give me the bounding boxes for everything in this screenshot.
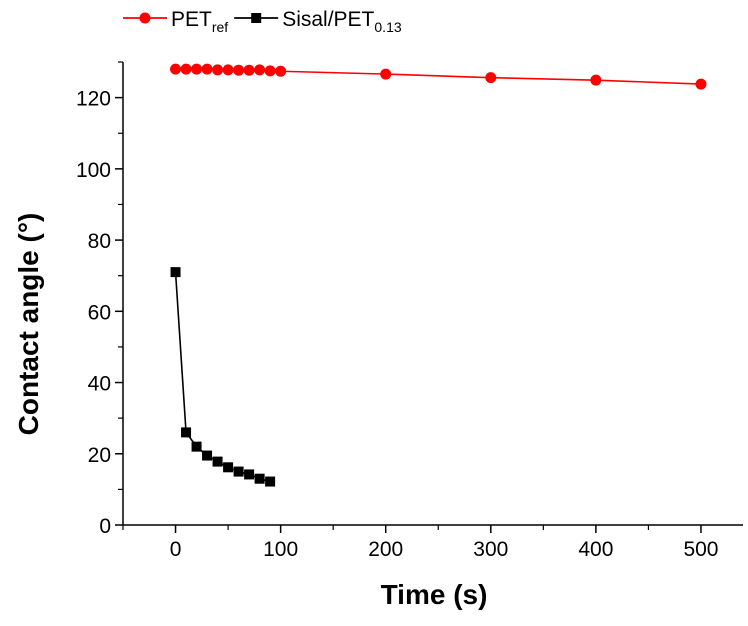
x-tick-label: 500 bbox=[683, 538, 718, 561]
x-tick-label: 0 bbox=[170, 538, 182, 561]
legend-label: PETref bbox=[171, 8, 228, 35]
series-1 bbox=[170, 63, 707, 90]
series-layer bbox=[170, 63, 707, 487]
data-point bbox=[243, 64, 255, 76]
data-point bbox=[212, 64, 224, 76]
x-tick-label: 400 bbox=[578, 538, 613, 561]
x-tick-label: 200 bbox=[368, 538, 403, 561]
data-point bbox=[223, 462, 234, 473]
y-axis-title: Contact angle (°) bbox=[13, 213, 44, 436]
data-point bbox=[275, 65, 287, 77]
y-tick-label: 20 bbox=[88, 444, 111, 467]
x-axis-title: Time (s) bbox=[381, 579, 488, 610]
legend-item-2: Sisal/PET0.13 bbox=[234, 8, 402, 35]
legend-label: Sisal/PET0.13 bbox=[282, 8, 402, 35]
data-point bbox=[244, 469, 255, 480]
x-tick-label: 300 bbox=[473, 538, 508, 561]
data-point bbox=[380, 68, 392, 80]
legend: PETref Sisal/PET0.13 bbox=[123, 8, 402, 35]
data-point bbox=[212, 456, 223, 467]
data-point bbox=[485, 72, 497, 84]
data-point bbox=[265, 476, 276, 487]
data-point bbox=[191, 441, 202, 452]
x-tick-label: 100 bbox=[263, 538, 298, 561]
data-point bbox=[233, 64, 245, 76]
y-tick-label: 120 bbox=[76, 88, 111, 111]
data-point bbox=[264, 65, 276, 77]
y-tick-label: 0 bbox=[99, 515, 111, 538]
series-line bbox=[174, 272, 271, 483]
data-point bbox=[254, 473, 265, 484]
y-tick-label: 80 bbox=[88, 230, 111, 253]
y-tick-label: 60 bbox=[88, 301, 111, 324]
y-tick-label: 100 bbox=[76, 159, 111, 182]
data-point bbox=[201, 63, 213, 75]
data-point bbox=[222, 64, 234, 76]
data-point bbox=[181, 427, 192, 438]
data-point bbox=[590, 74, 602, 86]
data-point bbox=[170, 267, 181, 278]
data-point bbox=[233, 466, 244, 477]
axes: 0 100 200 300 400 500 0 20 40 60 80 100 120 bbox=[76, 61, 743, 561]
data-point bbox=[695, 78, 707, 90]
legend-marker bbox=[139, 12, 151, 24]
data-point bbox=[170, 63, 182, 75]
data-point bbox=[202, 450, 213, 461]
legend-item-1: PETref bbox=[123, 8, 228, 35]
data-point bbox=[180, 63, 192, 75]
series-2 bbox=[170, 267, 276, 487]
legend-marker bbox=[251, 13, 262, 23]
data-point bbox=[254, 64, 266, 76]
y-tick-label: 40 bbox=[88, 373, 111, 396]
data-point bbox=[191, 63, 203, 75]
